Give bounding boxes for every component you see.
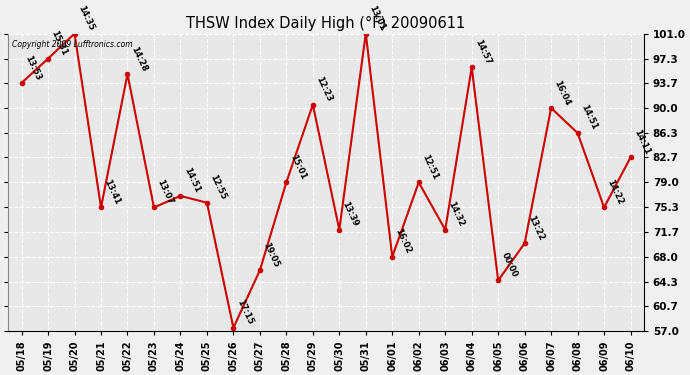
Text: 14:32: 14:32 <box>446 200 466 228</box>
Text: 14:22: 14:22 <box>606 178 625 206</box>
Text: 14:51: 14:51 <box>182 166 201 195</box>
Text: 00:00: 00:00 <box>500 251 519 279</box>
Text: Copyright 2009 Lufftronics.com: Copyright 2009 Lufftronics.com <box>12 39 132 48</box>
Text: 15:01: 15:01 <box>288 153 307 181</box>
Text: 14:28: 14:28 <box>129 45 148 73</box>
Title: THSW Index Daily High (°F) 20090611: THSW Index Daily High (°F) 20090611 <box>186 16 466 31</box>
Text: 15:31: 15:31 <box>50 29 69 57</box>
Text: 14:51: 14:51 <box>579 104 598 132</box>
Text: 16:04: 16:04 <box>553 78 572 106</box>
Text: 14:57: 14:57 <box>473 38 493 66</box>
Text: 12:23: 12:23 <box>314 75 334 103</box>
Text: 19:05: 19:05 <box>262 241 281 269</box>
Text: 13:41: 13:41 <box>102 178 122 206</box>
Text: 12:51: 12:51 <box>420 153 440 181</box>
Text: 13:22: 13:22 <box>526 214 546 242</box>
Text: 12:55: 12:55 <box>208 173 228 201</box>
Text: 14:11: 14:11 <box>632 128 651 156</box>
Text: 14:35: 14:35 <box>76 4 95 32</box>
Text: 17:15: 17:15 <box>235 298 254 326</box>
Text: 13:07: 13:07 <box>155 178 175 206</box>
Text: 13:01: 13:01 <box>367 4 386 32</box>
Text: 16:02: 16:02 <box>394 227 413 255</box>
Text: 13:53: 13:53 <box>23 54 42 82</box>
Text: 13:39: 13:39 <box>341 201 360 228</box>
